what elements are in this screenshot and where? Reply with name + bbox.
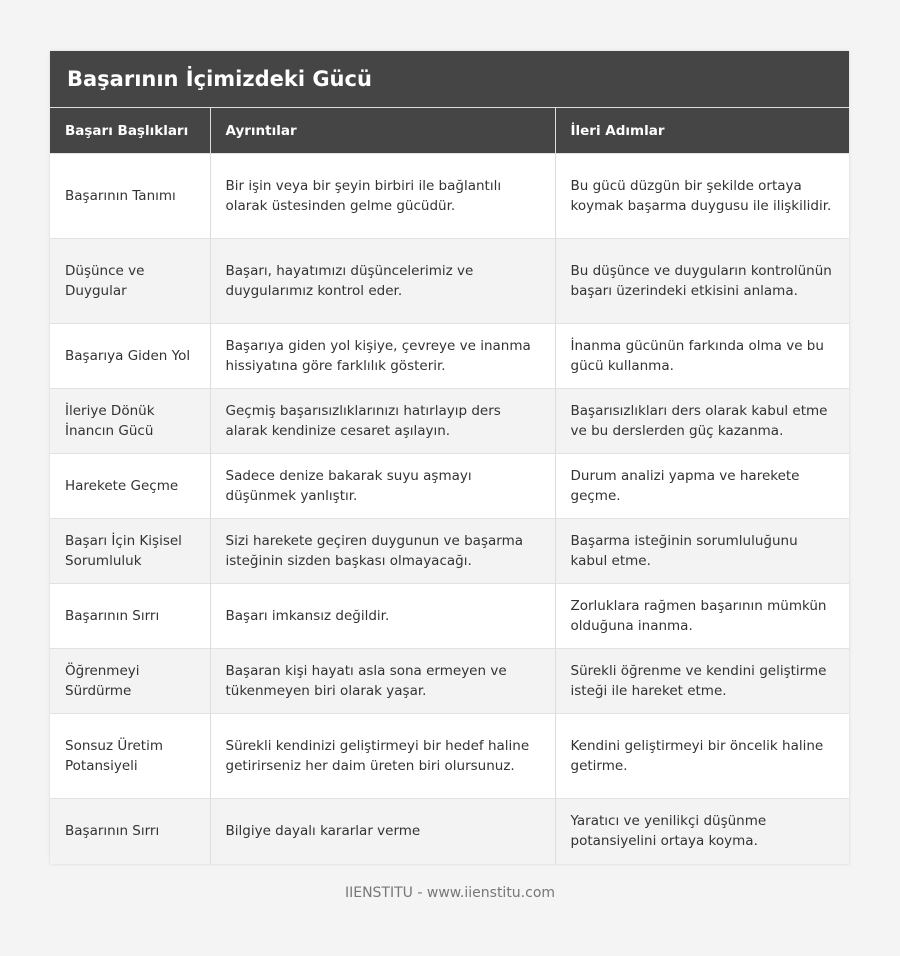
cell-details: Sizi harekete geçiren duygunun ve başarm…	[210, 518, 556, 584]
cell-details: Geçmiş başarısızlıklarınızı hatırlayıp d…	[210, 388, 556, 454]
table-row: Başarı İçin Kişisel Sorumluluk Sizi harek…	[50, 518, 849, 584]
cell-next-steps: Durum analizi yapma ve harekete geçme.	[555, 453, 849, 519]
column-header: Ayrıntılar	[210, 108, 556, 154]
cell-next-steps: Zorluklara rağmen başarının mümkün olduğ…	[555, 583, 849, 649]
cell-details: Başaran kişi hayatı asla sona ermeyen ve…	[210, 648, 556, 714]
footer-credit: IIENSTITU - www.iienstitu.com	[344, 885, 556, 901]
cell-details: Başarı imkansız değildir.	[210, 583, 556, 649]
cell-next-steps: Kendini geliştirmeyi bir öncelik haline …	[555, 713, 849, 799]
header-row: Başarı Başlıkları Ayrıntılar İleri Adıml…	[50, 108, 849, 154]
cell-next-steps: Bu gücü düzgün bir şekilde ortaya koymak…	[555, 153, 849, 239]
cell-details: Sadece denize bakarak suyu aşmayı düşünm…	[210, 453, 556, 519]
cell-next-steps: Yaratıcı ve yenilikçi düşünme potansiyel…	[555, 798, 849, 864]
cell-next-steps: Başarma isteğinin sorumluluğunu kabul et…	[555, 518, 849, 584]
cell-details: Başarıya giden yol kişiye, çevreye ve in…	[210, 323, 556, 389]
cell-next-steps: İnanma gücünün farkında olma ve bu gücü …	[555, 323, 849, 389]
table-title: Başarının İçimizdeki Gücü	[50, 51, 849, 108]
cell-title: Başarının Sırrı	[50, 798, 211, 864]
table-row: Başarının Tanımı Bir işin veya bir şeyin …	[50, 153, 849, 239]
cell-details: Başarı, hayatımızı düşüncelerimiz ve duy…	[210, 238, 556, 324]
table-row: Başarının Sırrı Bilgiye dayalı kararlar v…	[50, 798, 849, 864]
cell-title: Öğrenmeyi Sürdürme	[50, 648, 211, 714]
data-table: Başarı Başlıkları Ayrıntılar İleri Adıml…	[50, 108, 849, 864]
cell-title: Başarının Tanımı	[50, 153, 211, 239]
table-row: Öğrenmeyi Sürdürme Başaran kişi hayatı as…	[50, 648, 849, 714]
table-row: Başarıya Giden Yol Başarıya giden yol kiş…	[50, 323, 849, 389]
cell-title: Başarıya Giden Yol	[50, 323, 211, 389]
column-header: İleri Adımlar	[555, 108, 849, 154]
cell-next-steps: Başarısızlıkları ders olarak kabul etme …	[555, 388, 849, 454]
cell-details: Bir işin veya bir şeyin birbiri ile bağl…	[210, 153, 556, 239]
cell-next-steps: Sürekli öğrenme ve kendini geliştirme is…	[555, 648, 849, 714]
cell-title: Sonsuz Üretim Potansiyeli	[50, 713, 211, 799]
table-row: Sonsuz Üretim Potansiyeli Sürekli kendini…	[50, 713, 849, 799]
column-header: Başarı Başlıkları	[50, 108, 211, 154]
table-row: Harekete Geçme Sadece denize bakarak suyu…	[50, 453, 849, 519]
cell-details: Sürekli kendinizi geliştirmeyi bir hedef…	[210, 713, 556, 799]
table-card: Başarının İçimizdeki Gücü Başarı Başlıkl…	[50, 51, 849, 864]
cell-next-steps: Bu düşünce ve duyguların kontrolünün baş…	[555, 238, 849, 324]
table-row: İleriye Dönük İnancın Gücü Geçmiş başarıs…	[50, 388, 849, 454]
table-row: Başarının Sırrı Başarı imkansız değildir.…	[50, 583, 849, 649]
cell-title: Başarı İçin Kişisel Sorumluluk	[50, 518, 211, 584]
cell-title: Harekete Geçme	[50, 453, 211, 519]
cell-details: Bilgiye dayalı kararlar verme	[210, 798, 556, 864]
cell-title: İleriye Dönük İnancın Gücü	[50, 388, 211, 454]
cell-title: Düşünce ve Duygular	[50, 238, 211, 324]
table-row: Düşünce ve Duygular Başarı, hayatımızı dü…	[50, 238, 849, 324]
cell-title: Başarının Sırrı	[50, 583, 211, 649]
